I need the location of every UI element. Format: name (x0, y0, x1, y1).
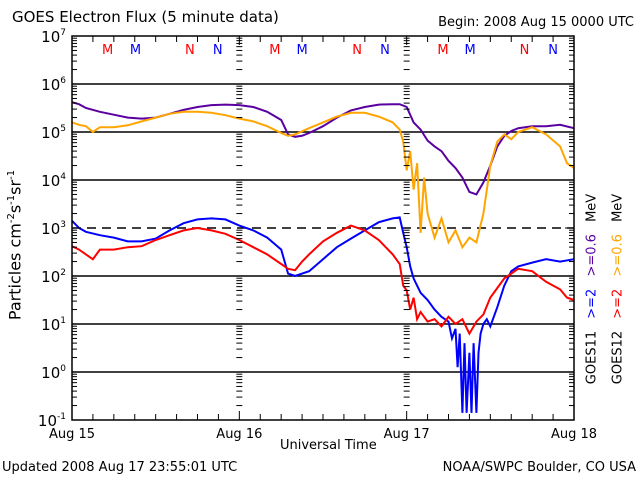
marker-label: N (352, 43, 362, 58)
x-axis-label: Universal Time (280, 438, 377, 453)
marker-label: N (185, 43, 195, 58)
x-tick-label: Aug 15 (49, 427, 95, 442)
marker-label: N (520, 43, 530, 58)
marker-label: N (380, 43, 390, 58)
series-line-goes12-0-6-mev (71, 110, 575, 250)
y-tick-label: 103 (41, 220, 66, 238)
plot-frame (71, 35, 575, 421)
marker-label: N (548, 43, 558, 58)
y-tick-label: 102 (41, 268, 66, 286)
x-tick-label: Aug 16 (216, 427, 262, 442)
marker-label: M (102, 43, 113, 58)
y-tick-label: 104 (41, 172, 66, 190)
marker-label: M (465, 43, 476, 58)
axis-ticks (71, 36, 575, 421)
data-series (71, 101, 575, 413)
y-tick-label: 10-1 (38, 412, 66, 430)
marker-label: M (269, 43, 280, 58)
x-tick-labels: Aug 15 Aug 16 Aug 17 Aug 18 (49, 427, 597, 442)
y-tick-label: 106 (41, 76, 66, 94)
marker-label: M (296, 43, 307, 58)
y-tick-label: 100 (41, 364, 66, 382)
marker-label: M (437, 43, 448, 58)
credit-text: NOAA/SWPC Boulder, CO USA (442, 460, 636, 475)
updated-timestamp: Updated 2008 Aug 17 23:55:01 UTC (2, 460, 238, 475)
series-line-goes12-2-mev (71, 224, 575, 336)
marker-label: N (213, 43, 223, 58)
y-tick-labels: 107 106 105 104 103 102 101 100 10-1 (38, 28, 66, 430)
x-tick-label: Aug 17 (384, 427, 430, 442)
series-line-goes11-2-mev (71, 216, 575, 413)
begin-timestamp: Begin: 2008 Aug 15 0000 UTC (438, 15, 634, 30)
x-tick-label: Aug 18 (551, 427, 597, 442)
y-tick-label: 107 (41, 28, 66, 46)
chart-title: GOES Electron Flux (5 minute data) (12, 8, 279, 26)
y-tick-label: 105 (41, 124, 66, 142)
grid-lines (72, 83, 574, 373)
y-tick-label: 101 (41, 316, 66, 334)
marker-label: M (130, 43, 141, 58)
